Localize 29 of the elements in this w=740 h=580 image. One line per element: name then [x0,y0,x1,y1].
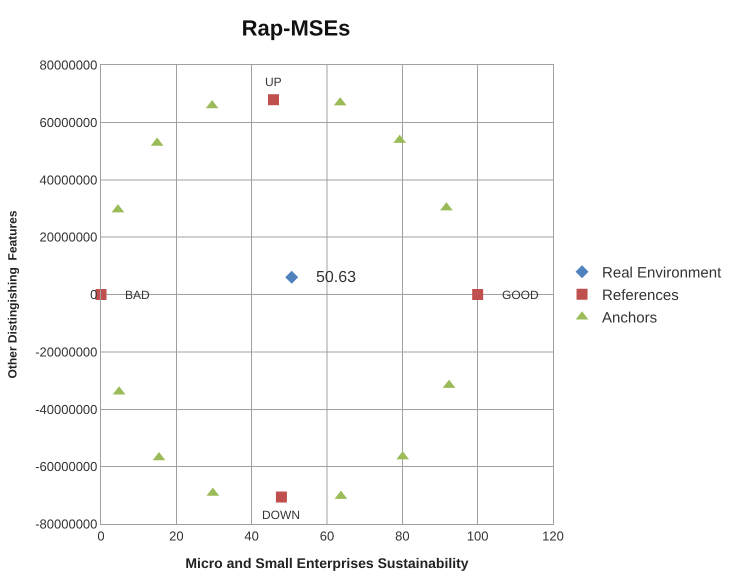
x-tick-label: 100 [466,528,489,544]
y-tick-label: 60000000 [40,114,98,130]
y-axis-title: Other Distingishing Features [6,210,20,379]
y-tick-label: -40000000 [35,402,98,417]
annotation: UP [265,75,282,89]
x-tick-label: 60 [320,528,334,544]
y-tick-label: 80000000 [40,58,98,73]
annotation: BAD [125,288,150,302]
point [285,270,298,284]
chart-title: Rap-MSEs [242,16,350,41]
x-tick-label: 120 [542,528,564,544]
legend-label: Real Environment [602,264,722,282]
y-tick-label: 20000000 [40,230,98,245]
y-tick-label: -60000000 [35,459,98,474]
y-tick-label: -20000000 [35,344,98,360]
annotation: DOWN [262,508,300,522]
y-tick-label: -80000000 [35,516,98,532]
x-tick-label: 40 [244,528,259,544]
point [268,94,280,106]
annotation: GOOD [502,288,539,302]
point [472,289,484,300]
point [276,492,287,503]
x-tick-label: 80 [395,528,410,544]
x-tick-label: 20 [169,528,184,544]
legend-label: Anchors [602,310,658,327]
annotation: 50.63 [316,269,356,286]
x-axis-title: Micro and Small Enterprises Sustainability [185,554,469,571]
y-tick-label: 40000000 [40,172,98,188]
legend-label: References [602,287,679,304]
